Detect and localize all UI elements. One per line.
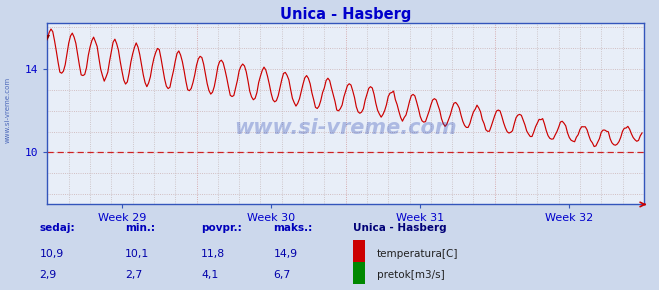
Text: sedaj:: sedaj: <box>40 222 75 233</box>
Text: www.si-vreme.com: www.si-vreme.com <box>5 77 11 143</box>
Text: 14,9: 14,9 <box>273 249 298 259</box>
Text: Unica - Hasberg: Unica - Hasberg <box>353 222 446 233</box>
Text: 4,1: 4,1 <box>201 270 218 280</box>
Text: maks.:: maks.: <box>273 222 313 233</box>
Title: Unica - Hasberg: Unica - Hasberg <box>280 7 411 22</box>
Text: 6,7: 6,7 <box>273 270 291 280</box>
Text: 11,8: 11,8 <box>201 249 225 259</box>
Text: temperatura[C]: temperatura[C] <box>377 249 459 259</box>
Text: min.:: min.: <box>125 222 156 233</box>
Text: 10,1: 10,1 <box>125 249 150 259</box>
Text: pretok[m3/s]: pretok[m3/s] <box>377 270 445 280</box>
Text: povpr.:: povpr.: <box>201 222 242 233</box>
Text: 2,7: 2,7 <box>125 270 142 280</box>
Text: www.si-vreme.com: www.si-vreme.com <box>235 118 457 138</box>
Text: 2,9: 2,9 <box>40 270 57 280</box>
Text: 10,9: 10,9 <box>40 249 64 259</box>
